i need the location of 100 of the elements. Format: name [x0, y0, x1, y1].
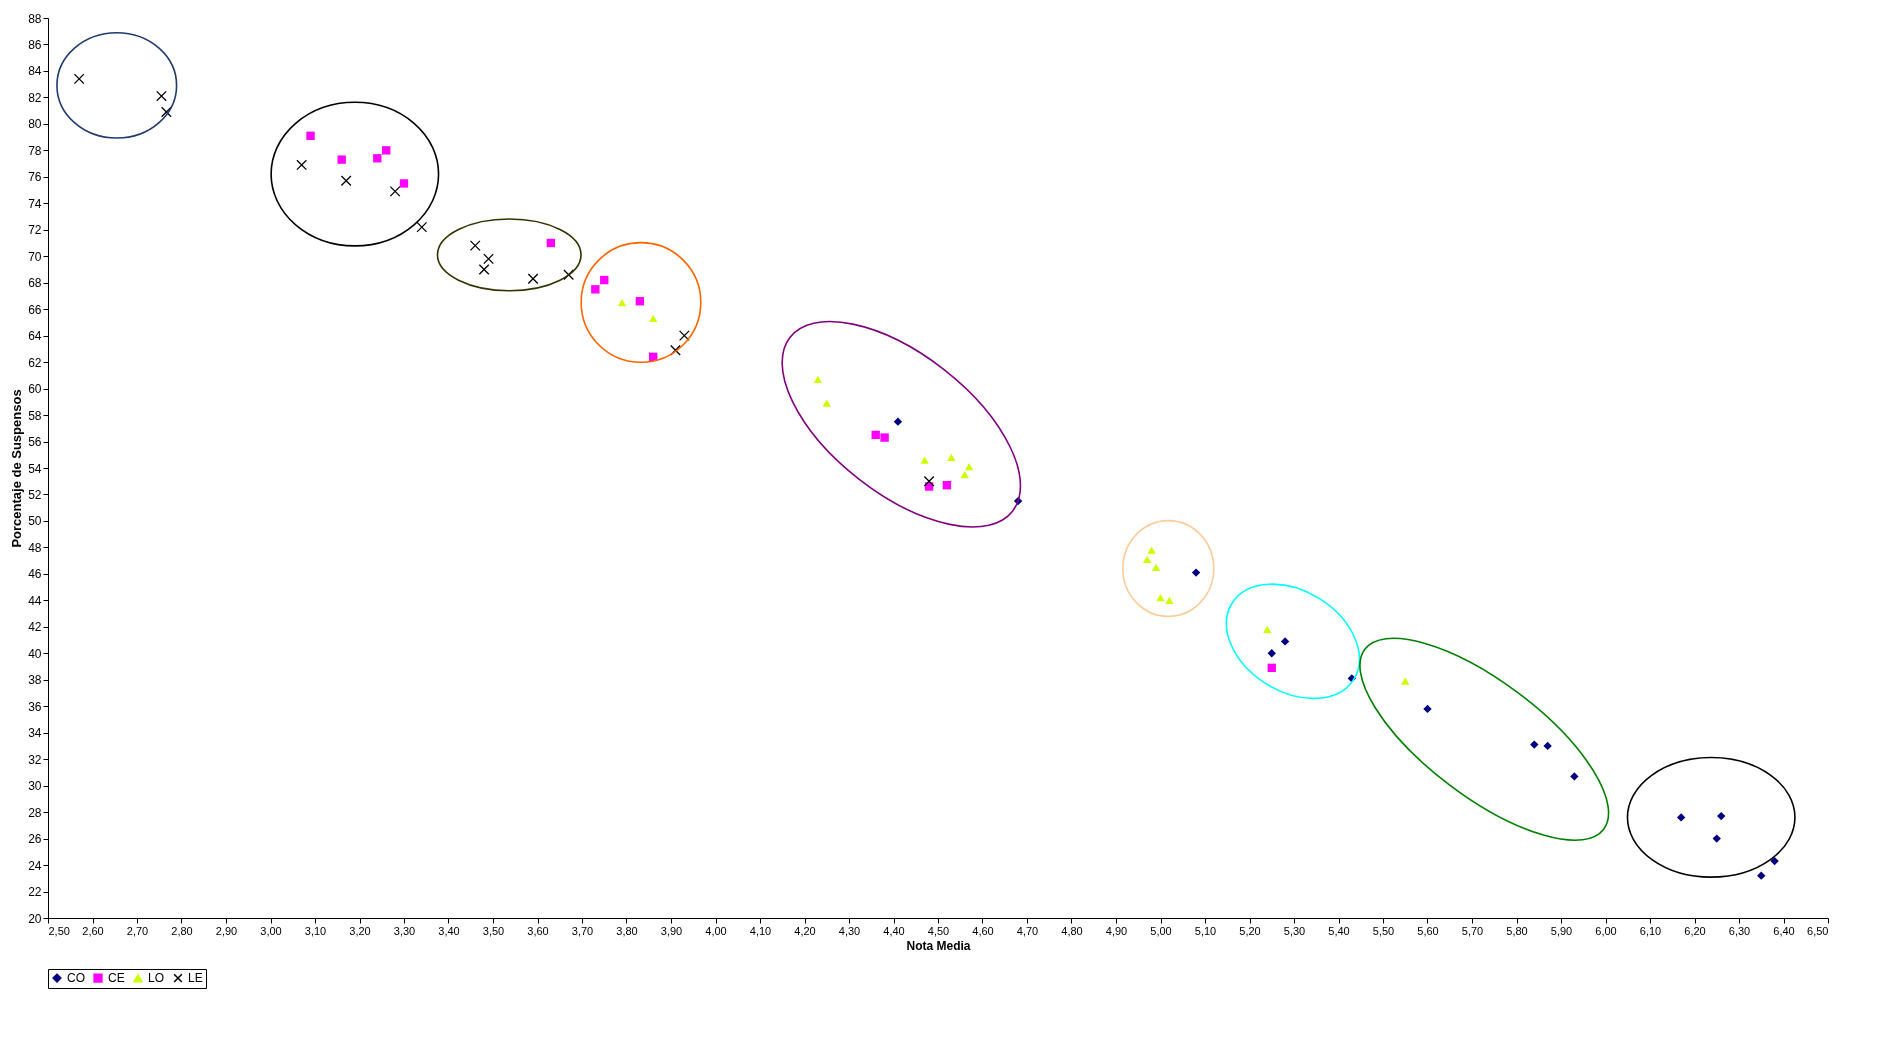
point — [1191, 568, 1201, 577]
point — [923, 475, 935, 487]
point — [1757, 871, 1766, 880]
x-tick-label: 3,40 — [438, 924, 460, 937]
x-tick-label: 3,60 — [527, 924, 549, 937]
y-tick-label: 68 — [28, 276, 42, 291]
x-tick-label: 5,80 — [1506, 924, 1528, 937]
x-tick-label: 5,60 — [1417, 924, 1439, 937]
y-tick-label: 56 — [28, 435, 42, 450]
point — [306, 131, 315, 140]
point — [1717, 811, 1726, 821]
x-tick-label: 4,80 — [1061, 924, 1083, 937]
point — [591, 285, 600, 294]
y-tick-label: 86 — [28, 37, 42, 52]
x-tick-label: 6,40 — [1773, 924, 1795, 937]
point — [822, 399, 831, 407]
point — [296, 159, 308, 171]
x-tick-label: 2,90 — [215, 924, 238, 937]
point — [1401, 677, 1410, 685]
y-tick-label: 54 — [28, 461, 42, 476]
point — [1267, 663, 1276, 673]
point — [563, 269, 575, 281]
y-tick-label: 78 — [28, 143, 42, 158]
y-tick-label: 70 — [28, 249, 42, 264]
x-tick-label: 4,40 — [883, 924, 905, 937]
y-tick-label: 52 — [28, 487, 42, 502]
y-tick-label: 28 — [28, 805, 42, 820]
point — [1267, 649, 1276, 658]
point — [942, 481, 952, 490]
x-tick-label: 4,90 — [1105, 924, 1128, 937]
x-tick-label: 3,00 — [260, 924, 282, 937]
x-tick-label: 3,50 — [482, 924, 505, 937]
x-tick-label: 2,80 — [171, 924, 193, 937]
point — [546, 238, 556, 248]
point — [73, 73, 85, 85]
y-tick-label: 58 — [28, 408, 42, 423]
point — [964, 463, 974, 471]
point — [373, 154, 382, 163]
point — [871, 430, 880, 440]
y-tick-label: 62 — [28, 355, 42, 370]
point — [337, 155, 346, 164]
x-tick-label: 4,60 — [972, 924, 994, 937]
point — [1263, 625, 1272, 634]
legend-label: CO — [67, 971, 85, 986]
point — [960, 470, 969, 479]
point — [416, 221, 428, 233]
point — [160, 106, 172, 118]
x-tick-label: 3,70 — [571, 924, 594, 937]
point — [670, 344, 681, 356]
x-tick-label: 6,50 — [1807, 924, 1829, 937]
y-tick-label: 34 — [28, 726, 42, 741]
y-tick-label: 64 — [28, 329, 42, 344]
y-tick-label: 82 — [28, 90, 42, 105]
point — [813, 375, 823, 383]
point — [600, 275, 609, 285]
x-tick-label: 4,10 — [749, 924, 772, 937]
legend-label: LE — [188, 971, 203, 986]
x-tick-label: 3,80 — [616, 924, 638, 937]
point — [880, 433, 889, 442]
point — [1543, 741, 1552, 751]
x-tick-label: 5,40 — [1328, 924, 1350, 937]
point — [920, 456, 929, 464]
point — [678, 330, 690, 342]
x-tick-label: 6,10 — [1639, 924, 1662, 937]
x-tick-label: 4,70 — [1016, 924, 1039, 937]
y-tick-label: 20 — [28, 911, 42, 926]
point — [1423, 704, 1432, 714]
x-tick-label: 5,50 — [1372, 924, 1395, 937]
point — [1770, 856, 1779, 866]
x-tick-label: 5,00 — [1150, 924, 1172, 937]
y-tick-label: 46 — [28, 567, 42, 582]
x-tick-label: 6,20 — [1684, 924, 1706, 937]
y-tick-label: 36 — [28, 699, 42, 714]
point — [469, 240, 481, 252]
point — [1676, 813, 1686, 822]
y-tick-label: 66 — [28, 302, 42, 317]
y-tick-label: 44 — [28, 593, 42, 608]
point — [1280, 637, 1290, 646]
x-tick-label: 2,60 — [82, 924, 104, 937]
point — [527, 273, 539, 285]
legend-label: LO — [148, 971, 165, 986]
point — [389, 185, 401, 197]
y-tick-label: 22 — [28, 885, 42, 900]
point — [1156, 594, 1165, 602]
y-tick-label: 26 — [28, 832, 42, 847]
x-tick-label: 5,90 — [1550, 924, 1573, 937]
x-tick-label: 5,70 — [1461, 924, 1484, 937]
y-tick-label: 40 — [28, 646, 42, 661]
point — [1165, 596, 1174, 604]
x-tick-label: 5,10 — [1194, 924, 1217, 937]
x-tick-label: 4,30 — [838, 924, 861, 937]
y-tick-label: 32 — [28, 752, 42, 767]
y-tick-label: 60 — [28, 382, 42, 397]
point — [617, 298, 627, 307]
x-tick-label: 3,90 — [660, 924, 683, 937]
point — [649, 314, 658, 323]
y-tick-label: 24 — [28, 858, 42, 873]
y-axis-title: Porcentaje de Suspensos — [9, 389, 25, 548]
point — [340, 175, 352, 187]
y-tick-label: 80 — [28, 117, 42, 132]
